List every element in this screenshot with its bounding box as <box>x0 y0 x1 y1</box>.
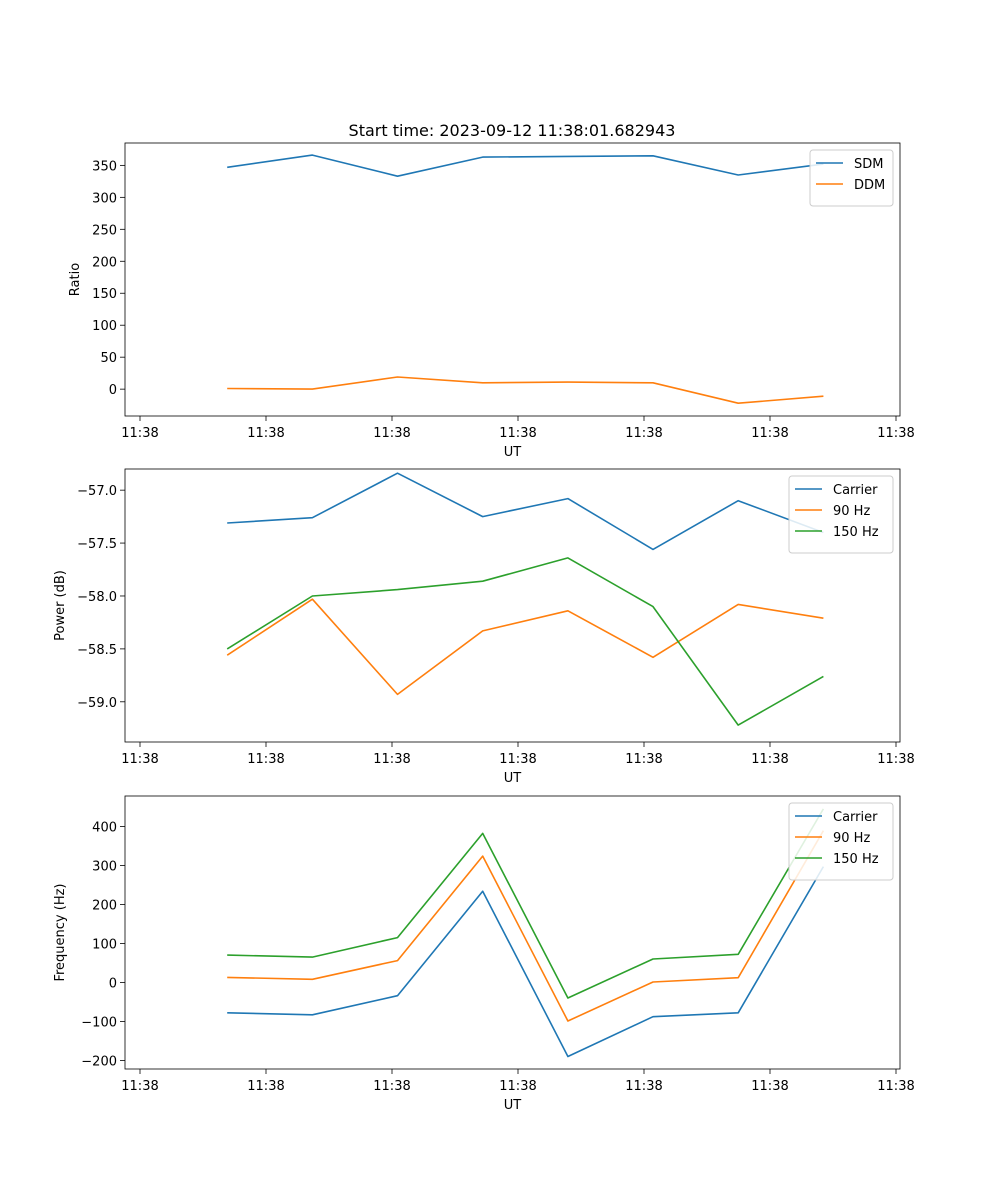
y-tick-label: 400 <box>92 820 117 835</box>
y-tick-label: −58.0 <box>77 590 117 605</box>
y-tick-label: 250 <box>92 223 117 238</box>
y-tick-label: 200 <box>92 898 117 913</box>
y-tick-label: 0 <box>109 976 117 991</box>
y-tick-label: −59.0 <box>77 696 117 711</box>
x-tick-label: 11:38 <box>625 426 662 441</box>
y-tick-label: 150 <box>92 287 117 302</box>
y-axis-label: Ratio <box>68 263 83 296</box>
legend-label: 150 Hz <box>833 525 879 540</box>
legend-label: Carrier <box>833 483 878 498</box>
legend-label: 150 Hz <box>833 852 879 867</box>
x-tick-label: 11:38 <box>247 1079 284 1094</box>
legend-box <box>788 802 894 881</box>
x-tick-label: 11:38 <box>247 752 284 767</box>
x-tick-label: 11:38 <box>751 752 788 767</box>
y-tick-label: −58.5 <box>77 643 117 658</box>
x-tick-label: 11:38 <box>751 426 788 441</box>
x-axis-label: UT <box>504 445 522 460</box>
axes-frame <box>124 468 901 743</box>
y-tick-label: −200 <box>81 1054 117 1069</box>
chart-panel-3: 11:38 11:38 11:38 11:38 11:38 11:38 11:38 −200 −… <box>53 795 915 1113</box>
y-tick-label: 100 <box>92 319 117 334</box>
legend: Carrier 90 Hz 150 Hz <box>788 802 894 881</box>
series-line-carrier <box>227 472 824 551</box>
y-tick-label: 50 <box>100 351 117 366</box>
axes-frame <box>124 795 901 1070</box>
y-tick-label: −57.0 <box>77 484 117 499</box>
legend-label: SDM <box>854 157 883 172</box>
legend-label: Carrier <box>833 810 878 825</box>
x-tick-label: 11:38 <box>121 426 158 441</box>
chart-panel-1: 11:38 11:38 11:38 11:38 11:38 11:38 11:38 0 50 10… <box>68 142 915 460</box>
x-tick-label: 11:38 <box>247 426 284 441</box>
figure-title: Start time: 2023-09-12 11:38:01.682943 <box>349 121 676 140</box>
y-tick-label: 100 <box>92 937 117 952</box>
x-tick-label: 11:38 <box>625 752 662 767</box>
y-tick-label: 300 <box>92 191 117 206</box>
panels: 11:38 11:38 11:38 11:38 11:38 11:38 11:38 0 50 10… <box>53 142 915 1113</box>
y-tick-label: 0 <box>109 383 117 398</box>
series-line-90-hz <box>226 598 824 696</box>
x-tick-label: 11:38 <box>373 426 410 441</box>
y-tick-label: −100 <box>81 1015 117 1030</box>
legend-box <box>809 149 894 207</box>
series-line-carrier <box>227 866 825 1058</box>
chart-panel-2: 11:38 11:38 11:38 11:38 11:38 11:38 11:38 −59.0… <box>53 468 915 786</box>
y-tick-label: 300 <box>92 859 117 874</box>
x-tick-label: 11:38 <box>499 1079 536 1094</box>
x-tick-label: 11:38 <box>877 1079 914 1094</box>
x-tick-label: 11:38 <box>877 752 914 767</box>
y-axis-label: Power (dB) <box>53 570 68 641</box>
x-tick-label: 11:38 <box>877 426 914 441</box>
x-tick-label: 11:38 <box>373 752 410 767</box>
legend-label: 90 Hz <box>833 504 870 519</box>
x-tick-label: 11:38 <box>625 1079 662 1094</box>
legend: SDM DDM <box>809 149 894 207</box>
legend-label: 90 Hz <box>833 831 870 846</box>
y-tick-label: 200 <box>92 255 117 270</box>
legend-label: DDM <box>854 178 885 193</box>
x-axis-label: UT <box>504 771 522 786</box>
y-axis-label: Frequency (Hz) <box>53 883 68 981</box>
series-line-90-hz <box>227 830 825 1022</box>
x-tick-label: 11:38 <box>121 1079 158 1094</box>
x-tick-label: 11:38 <box>121 752 158 767</box>
x-axis-label: UT <box>504 1098 522 1113</box>
x-tick-label: 11:38 <box>499 426 536 441</box>
axes-frame <box>124 142 901 417</box>
series-line-sdm <box>227 154 824 177</box>
series-line-150-hz <box>226 557 824 726</box>
series-line-ddm <box>227 376 824 405</box>
series-line-150-hz <box>227 808 825 999</box>
x-tick-label: 11:38 <box>751 1079 788 1094</box>
x-tick-label: 11:38 <box>373 1079 410 1094</box>
legend-box <box>788 475 894 554</box>
y-tick-label: 350 <box>92 159 117 174</box>
x-tick-label: 11:38 <box>499 752 536 767</box>
y-tick-label: −57.5 <box>77 537 117 552</box>
legend: Carrier 90 Hz 150 Hz <box>788 475 894 554</box>
